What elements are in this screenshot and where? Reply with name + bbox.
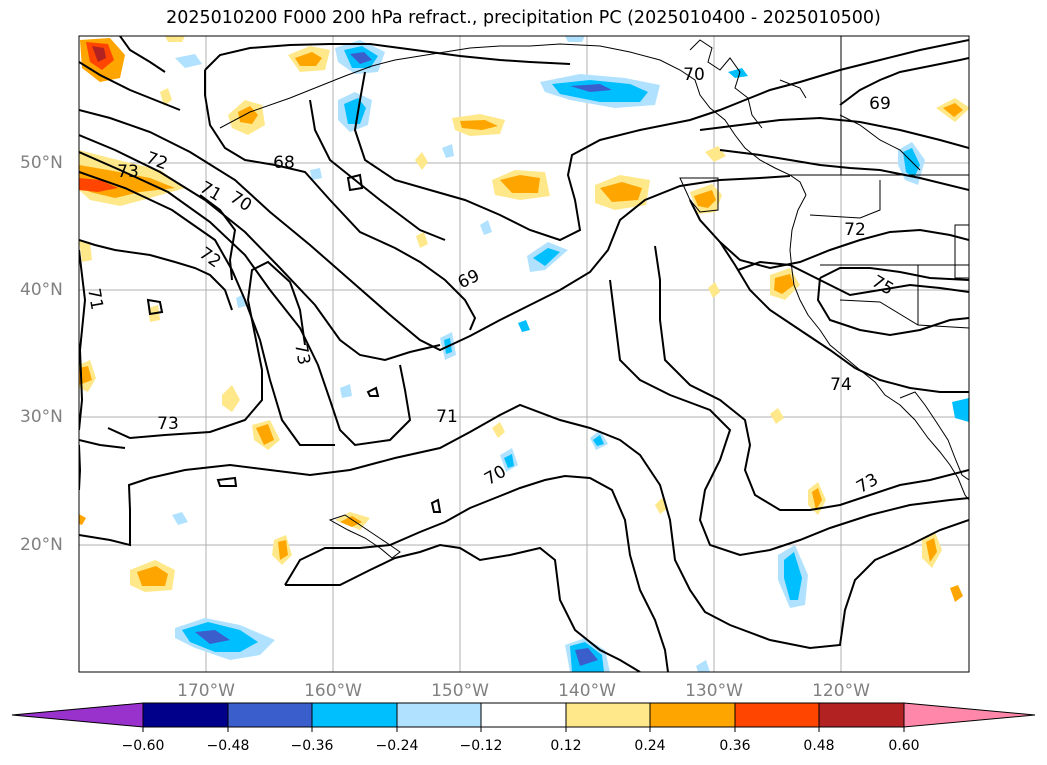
colorbar-tick-label: 0.24 <box>634 738 666 754</box>
contour-label: 68 <box>273 153 295 173</box>
precip-negative-blobs <box>172 36 969 672</box>
lon-label: 170°W <box>177 681 235 701</box>
colorbar-tick-label: 0.48 <box>803 738 835 754</box>
contour-label: 71 <box>196 178 225 206</box>
contour-label: 74 <box>830 375 852 395</box>
contour-label: 70 <box>226 188 255 216</box>
map-title: 2025010200 F000 200 hPa refract., precip… <box>166 8 881 28</box>
contour-lines <box>79 36 969 672</box>
lon-label: 120°W <box>812 681 870 701</box>
colorbar-segment <box>565 702 651 728</box>
colorbar-segment <box>396 702 482 728</box>
colorbar-tick-label: −0.36 <box>290 738 334 754</box>
colorbar-tick-label: 0.60 <box>888 738 920 754</box>
gridlines <box>79 36 969 672</box>
colorbar-segment <box>734 702 820 728</box>
contour-label: 71 <box>83 287 106 312</box>
colorbar-tick-label: 0.12 <box>550 738 582 754</box>
lon-label: 130°W <box>685 681 743 701</box>
colorbar-segment <box>227 702 313 728</box>
contour-label: 70 <box>683 65 705 85</box>
colorbar-tick-label: 0.36 <box>719 738 751 754</box>
precip-positive-blobs <box>79 36 969 602</box>
contour-label: 73 <box>290 342 313 367</box>
colorbar-segment <box>142 702 229 728</box>
lat-label: 50°N <box>20 153 63 173</box>
colorbar-tick-label: −0.60 <box>121 738 165 754</box>
contour-label: 69 <box>455 266 483 293</box>
contour-label: 72 <box>844 220 866 240</box>
colorbar-extend-low <box>11 702 144 728</box>
colorbar-tick-label: −0.12 <box>459 738 503 754</box>
contour-label: 75 <box>868 272 897 300</box>
lat-label: 40°N <box>20 280 63 300</box>
lon-label: 140°W <box>558 681 616 701</box>
colorbar-segment <box>818 702 905 728</box>
colorbar-ticks <box>142 727 905 732</box>
contour-label: 69 <box>869 94 891 114</box>
contour-label: 71 <box>436 407 458 427</box>
contour-label: 73 <box>117 162 139 182</box>
lat-label: 20°N <box>20 535 63 555</box>
colorbar-segment <box>311 702 398 728</box>
colorbar-segment <box>649 702 736 728</box>
colorbar-tick-label: −0.48 <box>206 738 250 754</box>
plot-frame <box>78 35 970 673</box>
colorbar <box>11 702 1036 732</box>
lat-label: 30°N <box>20 407 63 427</box>
colorbar-extend-high <box>903 702 1036 728</box>
lon-label: 160°W <box>304 681 362 701</box>
colorbar-tick-label: −0.24 <box>375 738 419 754</box>
colorbar-segment <box>480 702 567 728</box>
contour-label: 73 <box>157 414 179 434</box>
lon-label: 150°W <box>431 681 489 701</box>
